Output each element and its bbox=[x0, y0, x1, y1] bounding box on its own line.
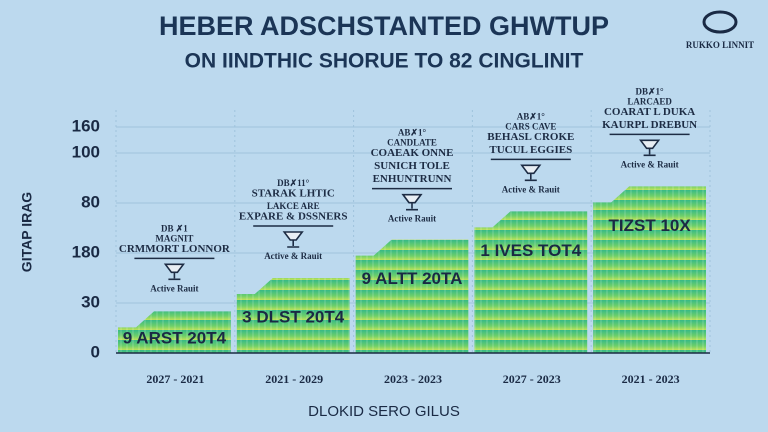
bar-label: 9 ALTT 20TA bbox=[362, 269, 463, 288]
bar bbox=[118, 311, 231, 353]
x-axis-title: DLOKID SERO GILUS bbox=[308, 403, 460, 420]
annotation-caption: Active Rauit bbox=[388, 214, 436, 224]
y-tick-label: 0 bbox=[91, 342, 100, 361]
x-tick-label: 2027 - 2023 bbox=[503, 372, 561, 386]
y-axis-title: GITAP IRAG bbox=[19, 192, 35, 272]
annotation-line: BEHASL CROKE bbox=[487, 131, 574, 143]
x-tick-label: 2027 - 2021 bbox=[146, 372, 204, 386]
chart-title: HEBER ADSCHSTANTED GHWTUP bbox=[159, 11, 609, 41]
annotation-icon bbox=[163, 263, 185, 281]
annotation-line: STARAK LHTIC bbox=[252, 188, 335, 200]
bar bbox=[474, 211, 588, 353]
bar bbox=[355, 239, 469, 353]
annotation-line: CANDLATE bbox=[387, 138, 437, 148]
bar-label: 1 IVES TOT4 bbox=[480, 241, 581, 260]
logo-text: RUKKO LINNIT bbox=[686, 40, 754, 50]
annotation-line: SUNICH TOLE bbox=[374, 160, 450, 172]
chart-subtitle: ON IINDTHIC SHORUE TO 82 CINGLINIT bbox=[185, 50, 584, 73]
annotation-line: LARCAED bbox=[627, 96, 672, 106]
annotation-line: AB✗1° bbox=[398, 128, 427, 138]
annotation-line: AB✗1° bbox=[517, 111, 546, 121]
annotation-line: LAKCE ARE bbox=[267, 201, 320, 211]
bar bbox=[593, 186, 706, 353]
logo: RUKKO LINNIT bbox=[686, 10, 754, 50]
annotation-line: CRMMORT LONNOR bbox=[119, 243, 231, 255]
annotation-caption: Active & Rauit bbox=[621, 159, 679, 169]
annotation-line: EXPARE & DSSNERS bbox=[239, 211, 348, 223]
x-tick-label: 2023 - 2023 bbox=[384, 372, 442, 386]
annotation-line: COARAT L DUKA bbox=[604, 106, 695, 118]
annotation-line: CARS CAVE bbox=[505, 121, 556, 131]
annotation-line: ENHUNTRUNN bbox=[373, 173, 452, 185]
annotation-icon bbox=[520, 164, 542, 182]
annotation-line: DB✗11° bbox=[277, 178, 310, 188]
x-tick-label: 2021 - 2029 bbox=[265, 372, 323, 386]
y-tick-label: 30 bbox=[81, 292, 100, 311]
x-tick-label: 2021 - 2023 bbox=[622, 372, 680, 386]
annotation-icon bbox=[401, 193, 423, 211]
y-tick-label: 100 bbox=[72, 142, 100, 161]
bar-label: 9 ARST 20T4 bbox=[123, 328, 227, 347]
annotation-line: KAURPL DREBUN bbox=[602, 119, 697, 131]
annotation-line: DB ✗1 bbox=[161, 223, 188, 233]
annotation-icon bbox=[639, 139, 661, 157]
annotation-caption: Active & Rauit bbox=[502, 184, 560, 194]
bar-label: 3 DLST 20T4 bbox=[242, 307, 345, 326]
annotation-line: TUCUL EGGIES bbox=[489, 144, 572, 156]
annotation-caption: Active & Rauit bbox=[264, 251, 322, 261]
annotation-icon bbox=[282, 231, 304, 248]
y-tick-label: 160 bbox=[72, 116, 100, 135]
bar-label: TIZST 10X bbox=[609, 216, 692, 235]
annotation-caption: Active Rauit bbox=[150, 283, 198, 293]
annotation-line: DB✗1° bbox=[636, 86, 665, 96]
y-tick-label: 180 bbox=[72, 242, 100, 261]
y-tick-label: 80 bbox=[81, 192, 100, 211]
annotation-line: MAGNIT bbox=[155, 233, 193, 243]
bar bbox=[236, 278, 350, 353]
annotation-line: COAEAK ONNE bbox=[371, 147, 454, 159]
